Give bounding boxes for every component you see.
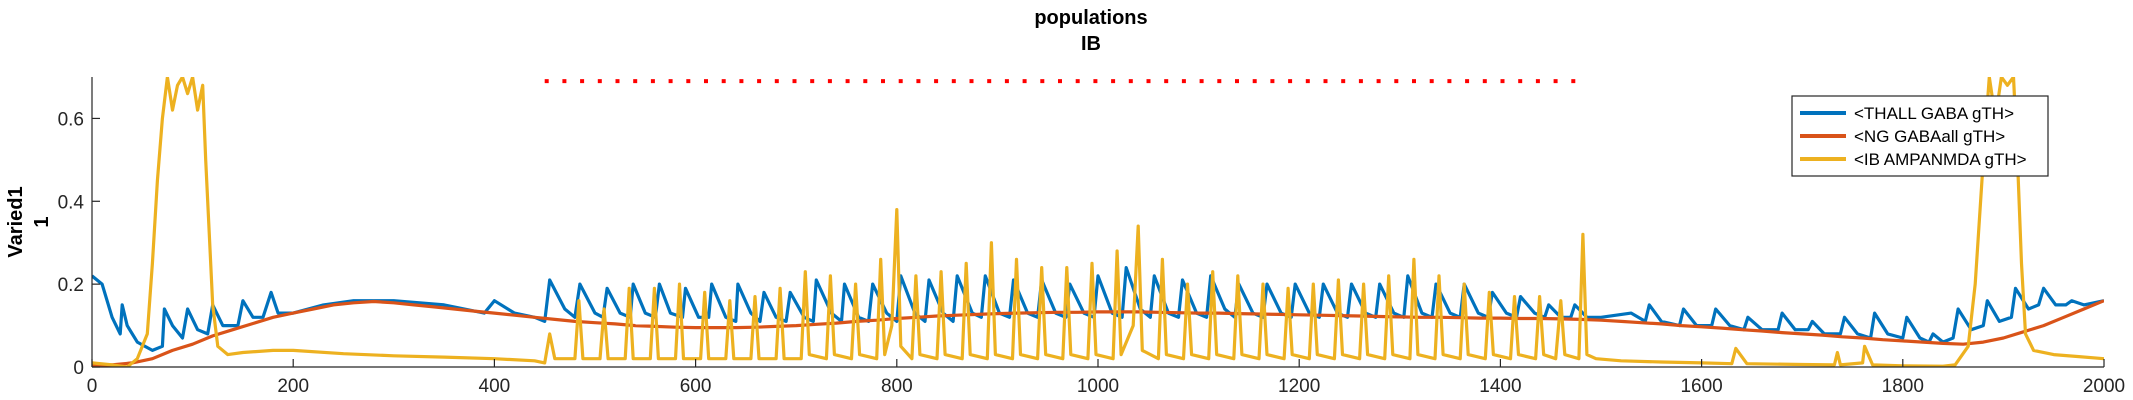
y-axis-label: Varied1 1 bbox=[5, 186, 53, 257]
series-layer bbox=[92, 77, 2104, 367]
series-line-2 bbox=[92, 299, 2104, 367]
y-tick-label: 0.2 bbox=[58, 275, 84, 296]
x-tick-label: 0 bbox=[87, 376, 98, 397]
x-tick-label: 800 bbox=[881, 376, 913, 397]
chart-subtitle-line: IB bbox=[1081, 33, 1101, 55]
y-tick-label: 0 bbox=[73, 358, 84, 379]
axes: 0 200 400 600 800 1000 1200 1400 1600 1800 2000 0 0.… bbox=[58, 77, 2125, 397]
y-axis-label-line: Varied1 bbox=[5, 186, 27, 257]
x-tick-label: 2000 bbox=[2083, 376, 2125, 397]
x-tick-label: 1600 bbox=[1680, 376, 1722, 397]
x-tick-label: 1000 bbox=[1077, 376, 1119, 397]
legend-label: <THALL GABA gTH> bbox=[1854, 104, 2014, 123]
chart-title: populations IB bbox=[1034, 7, 1147, 55]
chart-title-line: populations bbox=[1034, 7, 1147, 29]
x-tick-label: 200 bbox=[277, 376, 309, 397]
x-tick-label: 600 bbox=[680, 376, 712, 397]
x-tick-label: 1400 bbox=[1479, 376, 1521, 397]
x-tick-label: 1800 bbox=[1882, 376, 1924, 397]
y-axis-label-line: 1 bbox=[31, 216, 53, 227]
legend: <THALL GABA gTH> <NG GABAall gTH> <IB AMPA… bbox=[1791, 95, 2049, 177]
x-tick-label: 1200 bbox=[1278, 376, 1320, 397]
y-tick-label: 0.6 bbox=[58, 109, 84, 130]
legend-label: <NG GABAall gTH> bbox=[1854, 127, 2005, 146]
series-line-1 bbox=[92, 266, 2104, 352]
y-tick-label: 0.4 bbox=[58, 192, 85, 213]
legend-label: <IB AMPANMDA gTH> bbox=[1854, 150, 2027, 169]
series-line-3 bbox=[92, 77, 2104, 367]
x-tick-label: 400 bbox=[479, 376, 511, 397]
